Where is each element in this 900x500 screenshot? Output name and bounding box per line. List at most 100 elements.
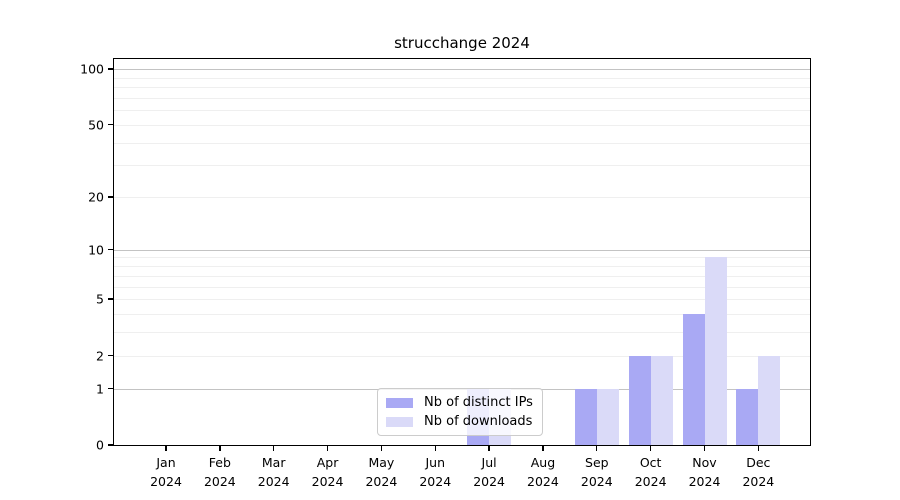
y-grid-line-minor <box>114 275 810 277</box>
x-tick-mark <box>434 446 436 451</box>
y-grid-line-minor <box>114 313 810 315</box>
x-tick-label-line: 2024 <box>150 473 182 489</box>
bar-ips-nov <box>682 313 705 445</box>
x-tick-label: Aug 2024 <box>513 454 573 492</box>
x-tick-label-line: 2024 <box>742 473 775 489</box>
x-tick-label: Feb 2024 <box>190 454 250 492</box>
x-tick-label-line: 2024 <box>203 473 236 489</box>
x-tick-label-line: 2024 <box>365 473 398 489</box>
x-tick-mark <box>542 446 544 451</box>
y-grid-line-minor <box>114 77 810 79</box>
y-tick-label: 20 <box>88 189 104 205</box>
x-tick-mark <box>380 446 383 451</box>
x-tick-label-line: Feb <box>208 455 231 470</box>
legend-swatch-distinct-ips <box>386 397 413 408</box>
y-grid-line-major <box>114 249 810 251</box>
x-tick-label: May 2024 <box>351 454 411 492</box>
x-tick-label: Jun 2024 <box>405 454 465 492</box>
y-grid-line-minor <box>114 257 810 259</box>
x-tick-mark <box>326 446 329 451</box>
y-tick-label: 1 <box>96 381 104 397</box>
x-tick-label-line: Apr <box>316 455 339 470</box>
x-tick-mark <box>219 446 221 451</box>
x-tick-label: Dec 2024 <box>728 454 788 492</box>
y-grid-line-minor <box>114 299 810 301</box>
x-tick-label-line: 2024 <box>580 473 613 489</box>
y-tick-mark <box>108 298 113 300</box>
y-tick-label: 10 <box>88 242 104 258</box>
legend-label-distinct-ips: Nb of distinct IPs <box>424 395 533 410</box>
x-tick-label-line: Mar <box>261 455 286 470</box>
y-grid-line-minor <box>114 142 810 144</box>
x-tick-label-line: May <box>368 455 395 470</box>
x-tick-mark <box>757 446 760 451</box>
x-tick-label-line: Dec <box>746 455 771 470</box>
x-tick-label: Jan 2024 <box>136 454 196 492</box>
legend-item-distinct-ips: Nb of distinct IPs <box>386 395 533 410</box>
x-tick-mark <box>273 446 275 451</box>
bar-downloads-sep <box>596 388 619 445</box>
bar-downloads-dec <box>758 355 781 445</box>
x-tick-label-line: 2024 <box>634 473 667 489</box>
y-tick-label: 2 <box>96 348 104 364</box>
x-tick-label-line: 2024 <box>688 473 721 489</box>
bar-ips-oct <box>628 355 651 445</box>
y-grid-line-minor <box>114 286 810 288</box>
x-tick-label: Mar 2024 <box>244 454 304 492</box>
y-grid-line-minor <box>114 332 810 334</box>
x-tick-label-line: 2024 <box>473 473 505 489</box>
bar-downloads-oct <box>650 355 673 445</box>
bar-ips-sep <box>574 388 597 445</box>
x-tick-label: Nov 2024 <box>675 454 735 492</box>
x-tick-mark <box>596 446 598 451</box>
x-tick-label-line: 2024 <box>527 473 559 489</box>
x-tick-label-line: Oct <box>639 455 662 470</box>
y-grid-line-minor <box>114 266 810 268</box>
bar-downloads-nov <box>704 257 727 445</box>
y-grid-line-minor <box>114 355 810 357</box>
plot-area: 0 1 2 5 10 20 50 100 Jan 2024 Feb 2024 Mar 2024 Apr 202… <box>80 58 811 489</box>
y-grid-line-minor <box>114 124 810 126</box>
chart-title: strucchange 2024 <box>394 34 530 52</box>
x-tick-mark <box>703 446 706 451</box>
x-tick-label: Jul 2024 <box>459 454 519 492</box>
y-tick-mark <box>108 444 113 446</box>
x-tick-label: Sep 2024 <box>567 454 627 492</box>
x-tick-label-line: Sep <box>585 455 609 470</box>
y-grid-line-minor <box>114 87 810 89</box>
y-tick-mark <box>108 196 113 198</box>
x-tick-label-line: Jul <box>481 455 497 470</box>
y-grid-line-minor <box>114 97 810 99</box>
x-tick-mark <box>488 446 490 451</box>
y-grid-line-minor <box>114 165 810 167</box>
y-tick-mark <box>108 68 113 70</box>
y-grid-line-major <box>114 69 810 71</box>
legend-label-downloads: Nb of downloads <box>424 414 533 429</box>
y-tick-mark <box>108 249 113 251</box>
x-tick-label: Oct 2024 <box>621 454 681 492</box>
y-grid-line-minor <box>114 110 810 112</box>
x-tick-label-line: 2024 <box>419 473 452 489</box>
x-tick-label-line: Aug <box>530 455 556 470</box>
legend: Nb of distinct IPs Nb of downloads <box>377 388 543 436</box>
y-tick-label: 5 <box>96 291 104 307</box>
y-grid-line-minor <box>114 197 810 199</box>
y-tick-label: 0 <box>96 437 104 453</box>
x-tick-label-line: Jan <box>156 455 176 470</box>
x-tick-label: Apr 2024 <box>298 454 358 492</box>
x-tick-label-line: Nov <box>692 455 717 470</box>
legend-swatch-downloads <box>386 416 413 427</box>
x-tick-label-line: Jun <box>425 455 446 470</box>
x-tick-label-line: 2024 <box>311 473 344 489</box>
legend-item-downloads: Nb of downloads <box>386 414 533 429</box>
y-tick-label: 50 <box>88 117 104 133</box>
x-tick-mark <box>165 446 167 451</box>
y-tick-mark <box>108 387 113 390</box>
x-tick-mark <box>649 446 652 451</box>
x-tick-label-line: 2024 <box>257 473 290 489</box>
y-tick-mark <box>108 124 113 126</box>
bar-ips-dec <box>736 388 759 445</box>
y-tick-mark <box>108 354 113 357</box>
y-tick-label: 100 <box>80 61 104 77</box>
